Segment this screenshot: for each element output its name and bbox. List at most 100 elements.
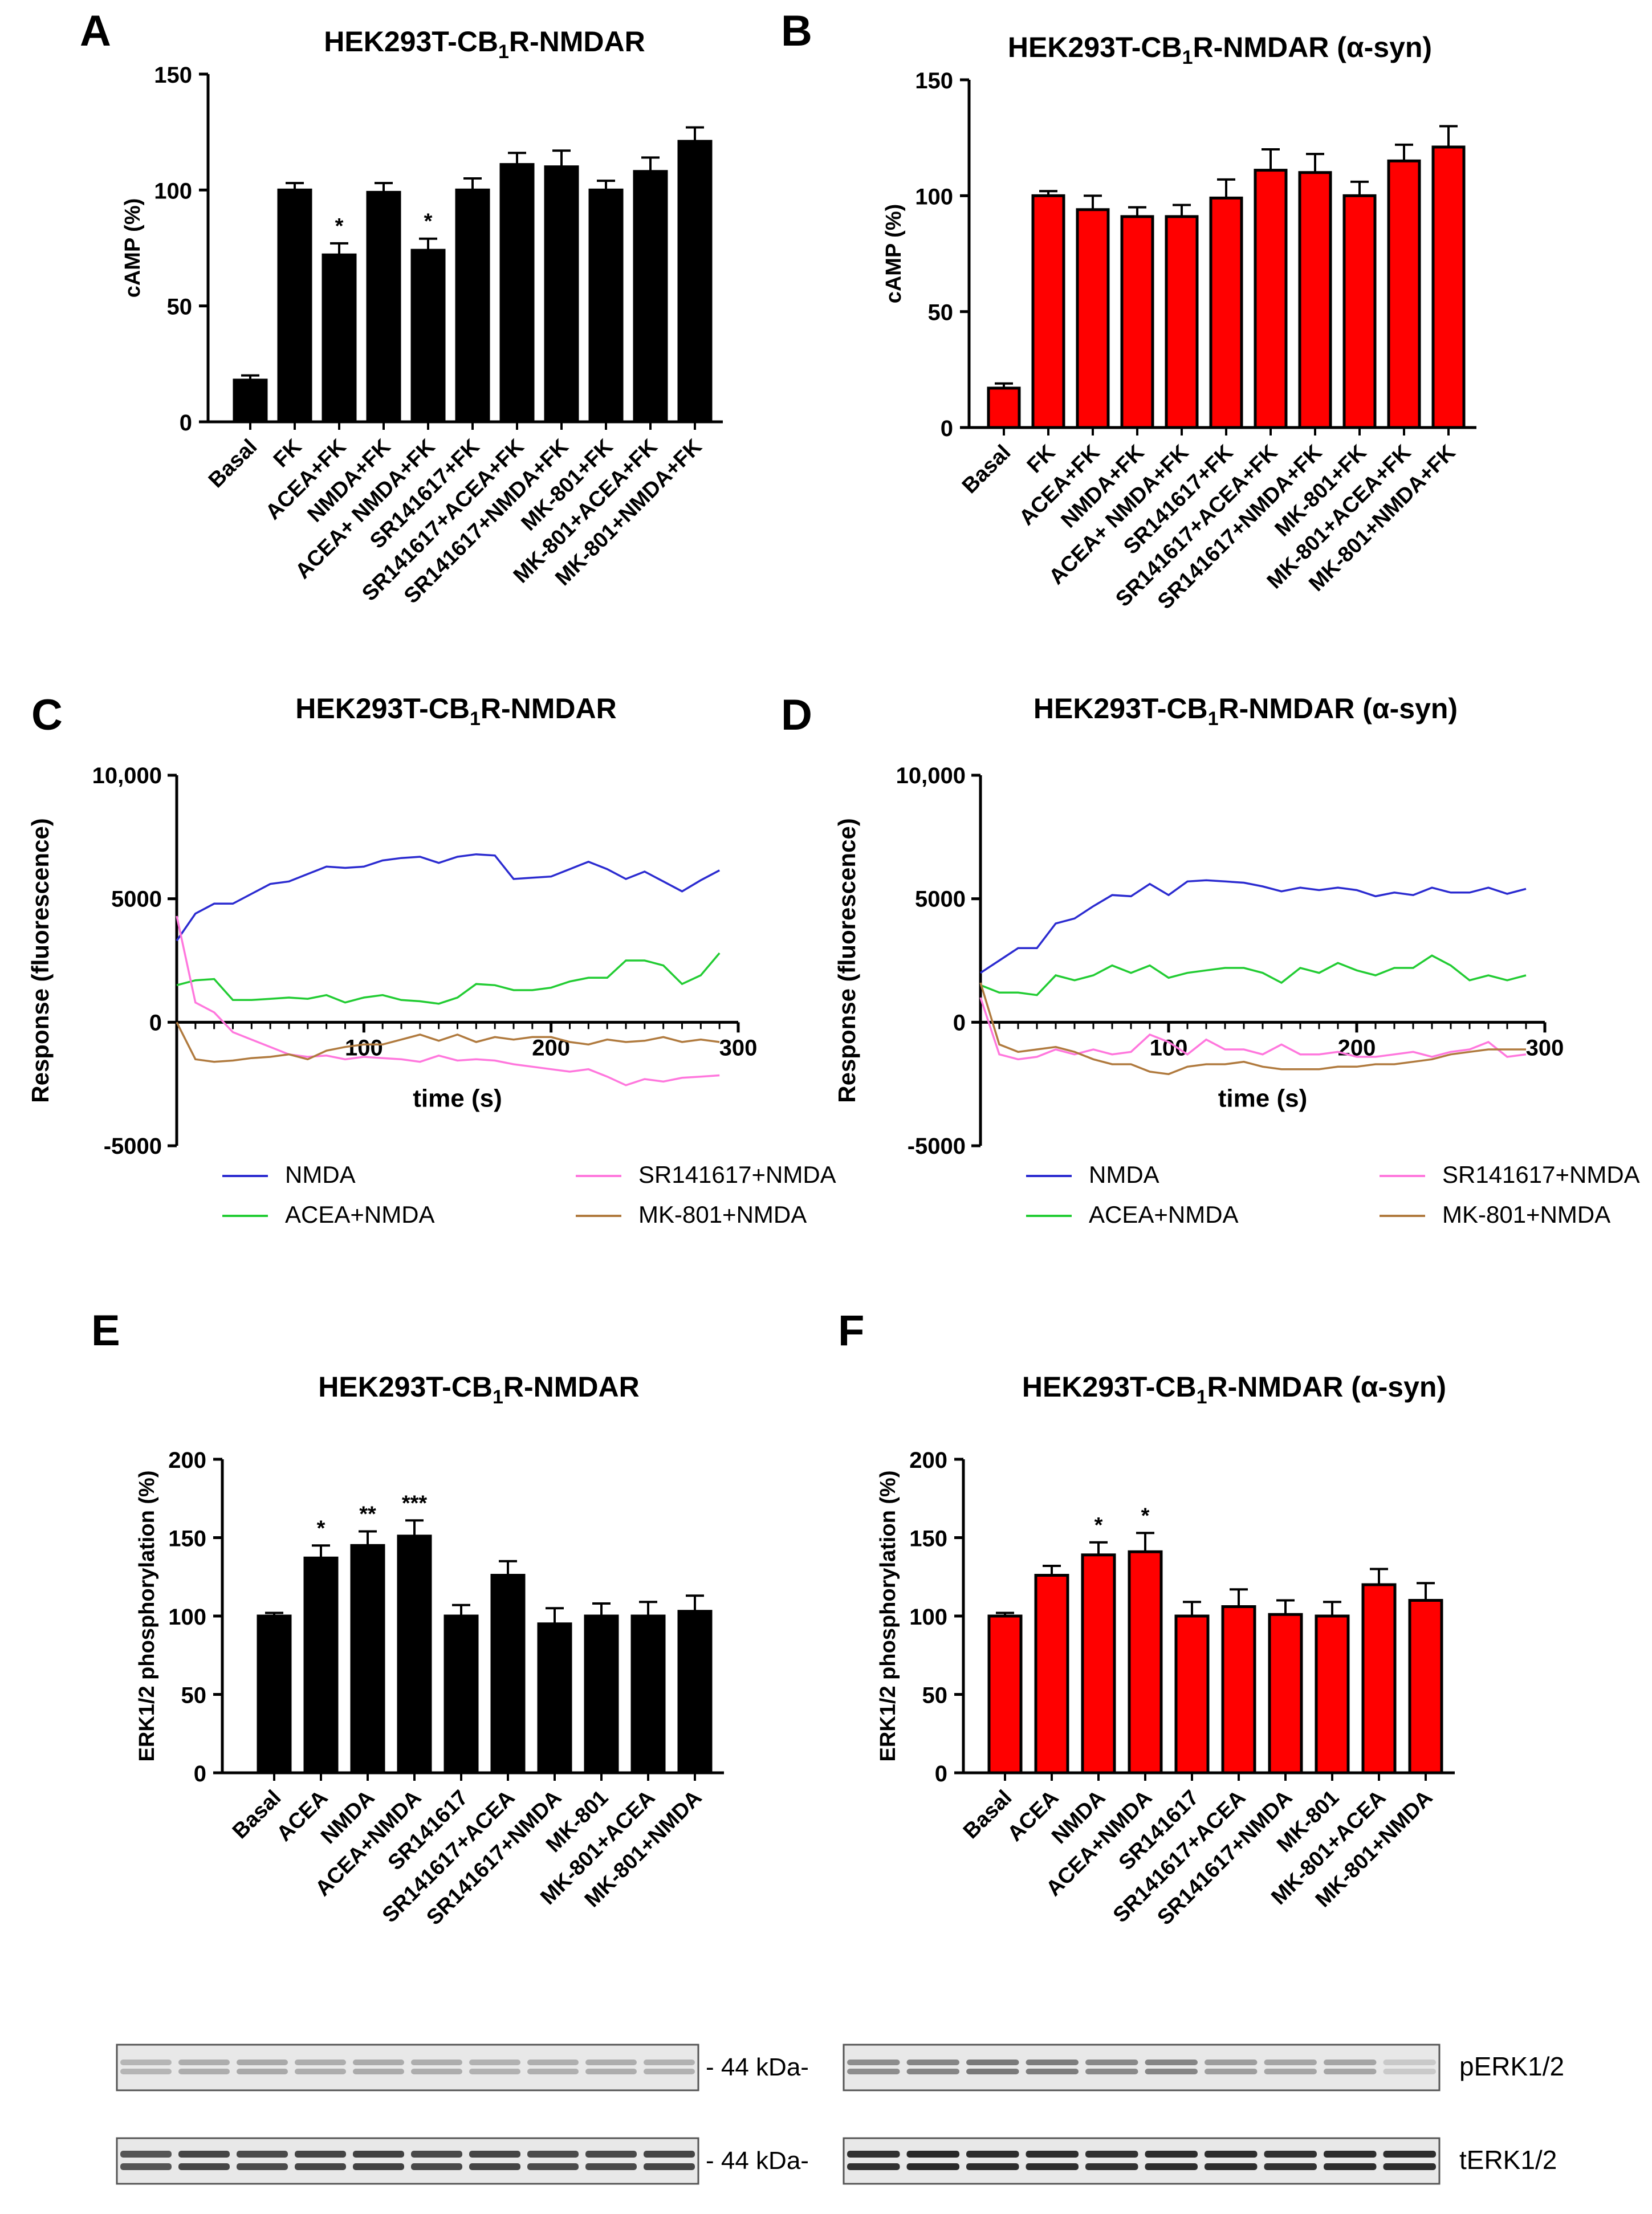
- blot-strip: [116, 2137, 699, 2185]
- significance-marker: **: [359, 1503, 376, 1527]
- chart-title: HEK293T-CB1R-NMDAR: [324, 26, 645, 63]
- significance-marker: *: [424, 210, 433, 234]
- y-axis-label: Response (fluorescence): [833, 818, 860, 1103]
- bar-5: [1209, 196, 1243, 429]
- bar-1: [1031, 194, 1065, 429]
- chart-panel-e: HEK293T-CB1R-NMDAR E 0 50 100 150 200 ERK1/2 ph…: [91, 1307, 724, 1930]
- bar-4: [443, 1614, 479, 1775]
- blot-band: [1383, 2151, 1436, 2158]
- chart-title-subscript: 1: [1208, 708, 1219, 730]
- blot-band: [966, 2069, 1019, 2074]
- blot-band: [469, 2069, 520, 2074]
- y-tick-label: 100: [915, 184, 953, 209]
- y-tick-label: 10,000: [896, 763, 966, 788]
- legend-label: MK-801+NMDA: [1442, 1201, 1610, 1228]
- x-tick-label: Basal: [958, 441, 1015, 498]
- x-tick-label: Basal: [959, 1786, 1016, 1843]
- blot-band: [906, 2060, 959, 2065]
- chart-panel-f: HEK293T-CB1R-NMDAR (α-syn) F 0 50 100 150 200 E…: [838, 1307, 1455, 1930]
- blot-row-label: tERK1/2: [1459, 2145, 1557, 2175]
- chart-title-main: HEK293T-CB: [318, 1371, 493, 1403]
- significance-marker: *: [1141, 1504, 1150, 1528]
- bar-6: [537, 1622, 572, 1775]
- x-tick-label: FK: [1023, 440, 1060, 478]
- chart-panel-b: HEK293T-CB1R-NMDAR (α-syn) B 0 50 100 150 cAMP…: [781, 7, 1476, 614]
- bar-6: [1268, 1613, 1303, 1775]
- y-tick-label: 100: [909, 1605, 947, 1630]
- blot-band: [353, 2163, 404, 2170]
- blot-band: [527, 2151, 579, 2158]
- blot-band: [1085, 2060, 1138, 2065]
- blot-band: [237, 2163, 288, 2170]
- blot-band: [585, 2060, 637, 2065]
- blot-band: [1145, 2069, 1198, 2074]
- legend-label: NMDA: [285, 1161, 356, 1188]
- chart-title: HEK293T-CB1R-NMDAR (α-syn): [1033, 693, 1458, 730]
- bar-2: [1081, 1553, 1116, 1775]
- panel-letter: B: [781, 7, 812, 55]
- western-blot-panel: - 44 kDa-pERK1/2 - 44 kDa-tERK1/2: [116, 2044, 1564, 2185]
- legend-label: SR141617+NMDA: [1442, 1161, 1640, 1188]
- blot-band: [1383, 2163, 1436, 2170]
- blot-band: [353, 2069, 404, 2074]
- y-tick-label: 0: [194, 1761, 206, 1786]
- blot-band: [847, 2163, 900, 2170]
- bar-0: [987, 1614, 1023, 1775]
- x-tick-label: 300: [719, 1035, 758, 1060]
- series-line-2: [979, 997, 1527, 1061]
- blot-band: [353, 2060, 404, 2065]
- blot-band: [1264, 2060, 1317, 2065]
- blot-band: [120, 2060, 172, 2065]
- y-tick-label: 0: [149, 1010, 162, 1035]
- panel-letter: F: [838, 1307, 864, 1355]
- bar-8: [630, 1614, 666, 1775]
- blot-band: [1145, 2060, 1198, 2065]
- significance-marker: *: [335, 214, 344, 238]
- legend-label: NMDA: [1089, 1161, 1159, 1188]
- blot-band: [411, 2069, 462, 2074]
- chart-title-tail: R-NMDAR: [503, 1371, 640, 1403]
- bar-2: [350, 1544, 385, 1775]
- blot-row-label: pERK1/2: [1459, 2052, 1564, 2081]
- bar-0: [257, 1614, 292, 1775]
- blot-band: [644, 2069, 695, 2074]
- bar-2: [322, 253, 357, 424]
- bar-9: [633, 170, 668, 424]
- bar-3: [397, 1535, 432, 1775]
- blot-band: [1026, 2163, 1079, 2170]
- blot-band: [1145, 2163, 1198, 2170]
- x-tick-label: 300: [1526, 1035, 1564, 1060]
- bar-9: [1387, 159, 1421, 429]
- chart-title-main: HEK293T-CB: [1008, 31, 1182, 63]
- panel-letter: E: [91, 1307, 120, 1355]
- x-axis-label: time (s): [1218, 1084, 1307, 1112]
- series-line-3: [176, 1021, 720, 1063]
- legend-label: ACEA+NMDA: [1089, 1201, 1239, 1228]
- blot-band: [295, 2151, 346, 2158]
- x-tick-label: Basal: [228, 1786, 286, 1843]
- bar-9: [677, 1610, 713, 1775]
- y-tick-label: 50: [167, 295, 193, 320]
- y-axis-label: cAMP (%): [121, 198, 145, 298]
- blot-band: [411, 2060, 462, 2065]
- y-tick-label: 150: [154, 63, 192, 88]
- chart-title-subscript: 1: [1182, 47, 1193, 68]
- chart-title-tail: R-NMDAR (α-syn): [1193, 31, 1432, 63]
- blot-band: [966, 2060, 1019, 2065]
- blot-band: [120, 2151, 172, 2158]
- y-tick-label: 0: [935, 1761, 947, 1786]
- bar-7: [1315, 1614, 1350, 1775]
- blot-strip: [843, 2044, 1441, 2091]
- panel-letter: C: [31, 691, 63, 739]
- legend-label: ACEA+NMDA: [285, 1201, 435, 1228]
- blot-band: [906, 2069, 959, 2074]
- y-tick-label: 50: [922, 1683, 948, 1708]
- blot-band: [847, 2069, 900, 2074]
- series-line-2: [176, 915, 720, 1086]
- blot-band: [295, 2163, 346, 2170]
- blot-band: [1026, 2151, 1079, 2158]
- blot-band: [644, 2151, 695, 2158]
- bar-4: [410, 249, 446, 424]
- bar-7: [544, 165, 579, 424]
- chart-title-main: HEK293T-CB: [324, 26, 498, 58]
